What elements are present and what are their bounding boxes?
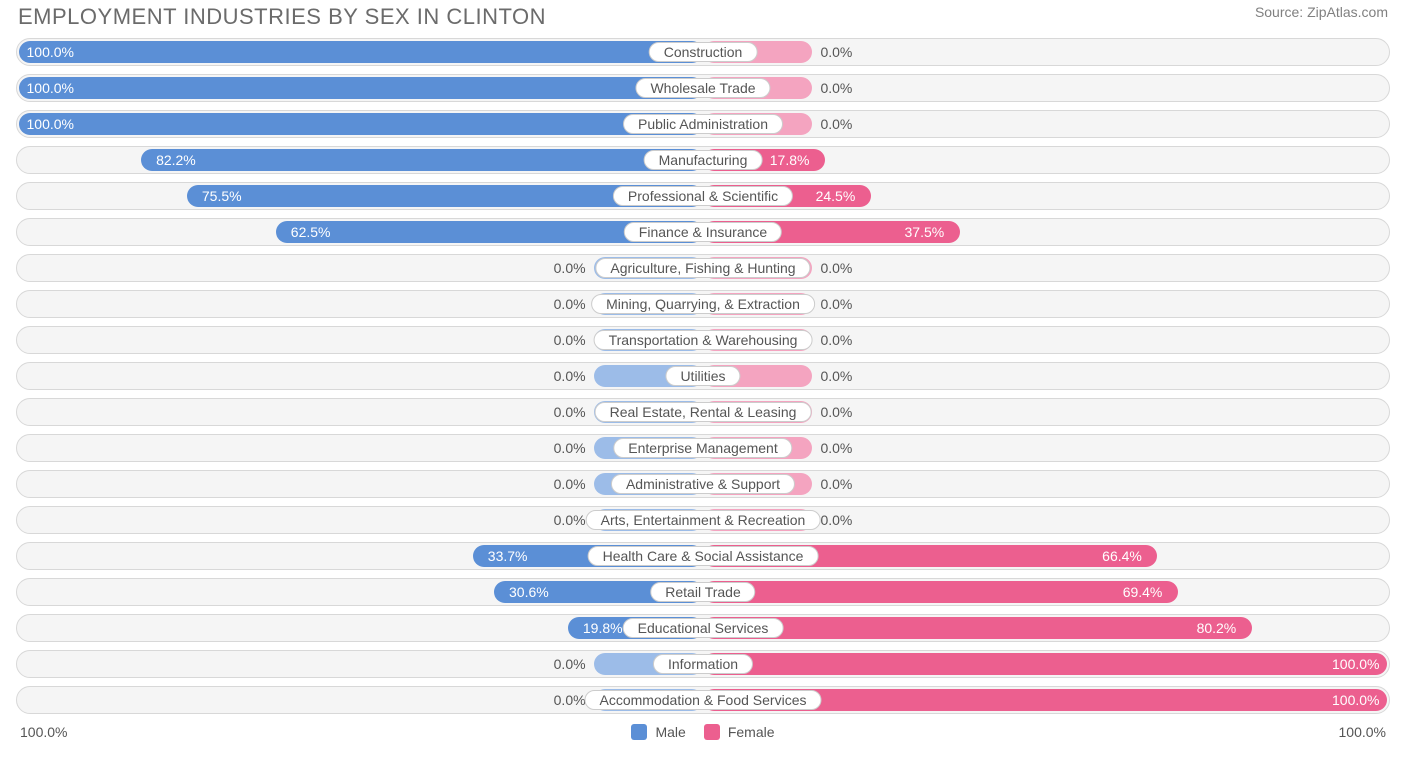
male-pct-label: 100.0% — [27, 44, 74, 60]
male-pct-label: 19.8% — [583, 620, 623, 636]
chart-row: 62.5% 37.5% Finance & Insurance — [16, 218, 1390, 246]
female-pct-label: 0.0% — [820, 296, 852, 312]
chart-row: 100.0% 0.0% Construction — [16, 38, 1390, 66]
legend-label-male: Male — [655, 724, 685, 740]
male-pct-label: 0.0% — [554, 260, 586, 276]
female-pct-label: 66.4% — [1102, 548, 1142, 564]
female-pct-label: 0.0% — [820, 476, 852, 492]
chart-row: 19.8% 80.2% Educational Services — [16, 614, 1390, 642]
female-pct-label: 24.5% — [816, 188, 856, 204]
female-bar — [703, 581, 1178, 603]
category-label: Health Care & Social Assistance — [588, 546, 819, 566]
chart-row: 82.2% 17.8% Manufacturing — [16, 146, 1390, 174]
female-pct-label: 100.0% — [1332, 692, 1379, 708]
chart-row: 0.0% 0.0% Enterprise Management — [16, 434, 1390, 462]
chart-row: 0.0% 100.0% Information — [16, 650, 1390, 678]
category-label: Mining, Quarrying, & Extraction — [591, 294, 815, 314]
chart-row: 0.0% 100.0% Accommodation & Food Services — [16, 686, 1390, 714]
male-bar — [19, 113, 703, 135]
female-pct-label: 0.0% — [820, 332, 852, 348]
male-pct-label: 30.6% — [509, 584, 549, 600]
legend-swatch-male — [631, 724, 647, 740]
male-bar — [141, 149, 703, 171]
chart-source: Source: ZipAtlas.com — [1255, 4, 1388, 20]
male-bar — [19, 77, 703, 99]
category-label: Utilities — [665, 366, 740, 386]
chart-legend: Male Female — [631, 724, 774, 740]
category-label: Public Administration — [623, 114, 783, 134]
chart-row: 75.5% 24.5% Professional & Scientific — [16, 182, 1390, 210]
female-bar — [703, 653, 1387, 675]
female-pct-label: 0.0% — [820, 80, 852, 96]
chart-row: 33.7% 66.4% Health Care & Social Assistanc… — [16, 542, 1390, 570]
chart-row: 0.0% 0.0%Arts, Entertainment & Recreation — [16, 506, 1390, 534]
category-label: Wholesale Trade — [635, 78, 770, 98]
category-label: Arts, Entertainment & Recreation — [586, 510, 821, 530]
chart-row: 30.6% 69.4% Retail Trade — [16, 578, 1390, 606]
female-pct-label: 0.0% — [820, 440, 852, 456]
male-pct-label: 0.0% — [554, 404, 586, 420]
chart-axis: 100.0% Male Female 100.0% — [10, 722, 1396, 740]
legend-item-female: Female — [704, 724, 775, 740]
category-label: Retail Trade — [650, 582, 755, 602]
female-pct-label: 80.2% — [1197, 620, 1237, 636]
female-pct-label: 0.0% — [820, 512, 852, 528]
category-label: Information — [653, 654, 753, 674]
category-label: Manufacturing — [644, 150, 763, 170]
category-label: Administrative & Support — [611, 474, 795, 494]
axis-right-label: 100.0% — [1339, 724, 1386, 740]
category-label: Educational Services — [623, 618, 784, 638]
legend-item-male: Male — [631, 724, 685, 740]
chart-title: EMPLOYMENT INDUSTRIES BY SEX IN CLINTON — [18, 4, 546, 30]
chart-row: 0.0% 0.0% Administrative & Support — [16, 470, 1390, 498]
female-pct-label: 0.0% — [820, 260, 852, 276]
male-pct-label: 33.7% — [488, 548, 528, 564]
female-pct-label: 37.5% — [905, 224, 945, 240]
axis-left-label: 100.0% — [20, 724, 67, 740]
female-pct-label: 0.0% — [820, 44, 852, 60]
female-pct-label: 0.0% — [820, 404, 852, 420]
male-pct-label: 0.0% — [554, 296, 586, 312]
chart-row: 0.0% 0.0% Agriculture, Fishing & Hunting — [16, 254, 1390, 282]
male-bar — [19, 41, 703, 63]
chart-row: 100.0% 0.0% Public Administration — [16, 110, 1390, 138]
chart-row: 0.0% 0.0% Real Estate, Rental & Leasing — [16, 398, 1390, 426]
chart-row: 100.0% 0.0% Wholesale Trade — [16, 74, 1390, 102]
diverging-bar-chart: 100.0% 0.0% Construction 100.0% 0.0% Wholesal… — [10, 38, 1396, 714]
female-pct-label: 0.0% — [820, 116, 852, 132]
chart-row: 0.0% 0.0% Utilities — [16, 362, 1390, 390]
category-label: Professional & Scientific — [613, 186, 793, 206]
category-label: Accommodation & Food Services — [585, 690, 822, 710]
category-label: Transportation & Warehousing — [594, 330, 813, 350]
male-pct-label: 0.0% — [554, 440, 586, 456]
category-label: Real Estate, Rental & Leasing — [595, 402, 812, 422]
category-label: Construction — [649, 42, 758, 62]
male-pct-label: 100.0% — [27, 116, 74, 132]
category-label: Agriculture, Fishing & Hunting — [595, 258, 810, 278]
chart-row: 0.0% 0.0% Transportation & Warehousing — [16, 326, 1390, 354]
male-pct-label: 0.0% — [554, 656, 586, 672]
male-pct-label: 0.0% — [554, 332, 586, 348]
male-pct-label: 75.5% — [202, 188, 242, 204]
chart-row: 0.0% 0.0% Mining, Quarrying, & Extraction — [16, 290, 1390, 318]
male-pct-label: 100.0% — [27, 80, 74, 96]
female-bar — [703, 617, 1252, 639]
chart-header: EMPLOYMENT INDUSTRIES BY SEX IN CLINTON … — [10, 4, 1396, 38]
male-pct-label: 82.2% — [156, 152, 196, 168]
female-pct-label: 0.0% — [820, 368, 852, 384]
legend-swatch-female — [704, 724, 720, 740]
male-pct-label: 62.5% — [291, 224, 331, 240]
category-label: Enterprise Management — [613, 438, 792, 458]
male-pct-label: 0.0% — [554, 692, 586, 708]
category-label: Finance & Insurance — [624, 222, 782, 242]
legend-label-female: Female — [728, 724, 775, 740]
female-pct-label: 69.4% — [1123, 584, 1163, 600]
female-pct-label: 100.0% — [1332, 656, 1379, 672]
male-pct-label: 0.0% — [554, 476, 586, 492]
male-pct-label: 0.0% — [554, 512, 586, 528]
male-pct-label: 0.0% — [554, 368, 586, 384]
female-pct-label: 17.8% — [770, 152, 810, 168]
